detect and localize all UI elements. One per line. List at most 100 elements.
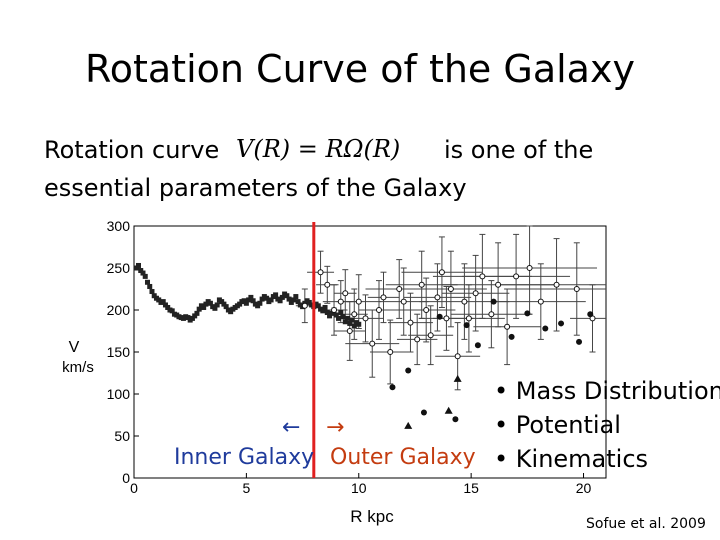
data-point: [246, 297, 252, 303]
data-point: [513, 273, 520, 280]
data-point: [201, 304, 207, 310]
data-point: [340, 314, 346, 320]
bullet-list: • Mass Distribution • Potential • Kinema…: [494, 374, 720, 476]
arrow-left-icon: ←: [282, 415, 301, 440]
data-point: [447, 286, 454, 292]
data-point: [279, 294, 285, 300]
inner-galaxy-label: Inner Galaxy: [174, 445, 315, 470]
data-point: [149, 289, 155, 295]
y-tick-label: 0: [122, 470, 130, 486]
data-point: [434, 294, 441, 301]
data-point: [380, 294, 387, 301]
data-point: [162, 302, 168, 308]
data-point: [228, 309, 234, 315]
data-point: [526, 265, 533, 271]
data-point: [135, 262, 141, 268]
data-point: [404, 421, 413, 429]
data-point: [223, 304, 229, 310]
data-point: [259, 296, 265, 302]
data-point: [474, 342, 481, 349]
data-point: [293, 294, 299, 300]
data-point: [241, 298, 247, 304]
data-point: [203, 301, 209, 307]
data-point: [144, 279, 150, 285]
x-tick-label: 15: [463, 480, 479, 496]
data-point: [324, 310, 330, 316]
data-point: [264, 295, 270, 301]
data-point: [315, 303, 321, 309]
data-point: [250, 298, 256, 304]
data-point: [147, 283, 153, 289]
data-point: [214, 302, 220, 308]
intro-text: Rotation curve: [44, 136, 220, 164]
data-point: [320, 308, 326, 314]
data-point: [453, 374, 462, 382]
data-point: [322, 304, 328, 310]
data-point: [288, 299, 294, 305]
intro-text-continued: is one of the: [444, 136, 594, 164]
data-point: [479, 273, 486, 280]
data-point: [490, 298, 497, 305]
data-point: [349, 317, 355, 323]
data-point: [438, 269, 445, 276]
data-point: [375, 307, 382, 313]
data-point: [284, 293, 290, 299]
data-point: [342, 319, 348, 325]
outer-galaxy-label: Outer Galaxy: [330, 445, 476, 470]
citation: Sofue et al. 2009: [586, 516, 706, 532]
data-point: [504, 323, 511, 330]
errorbar-series: [295, 225, 606, 391]
slide-title: Rotation Curve of the Galaxy: [85, 47, 635, 91]
data-point: [396, 286, 403, 292]
data-point: [286, 296, 292, 302]
data-point: [587, 311, 594, 318]
x-tick-label: 0: [130, 480, 138, 496]
data-point: [405, 367, 412, 374]
data-point: [194, 310, 200, 316]
bullet-mass-distribution: • Mass Distribution: [494, 377, 720, 405]
data-point: [418, 281, 425, 288]
data-point: [255, 303, 261, 309]
data-point: [351, 311, 358, 318]
data-point: [291, 297, 297, 303]
data-point: [151, 293, 157, 299]
data-point: [219, 299, 225, 305]
data-point: [387, 349, 394, 355]
data-point: [463, 322, 470, 329]
data-point: [333, 312, 339, 318]
data-point: [212, 305, 218, 311]
data-point: [420, 409, 427, 416]
data-point: [338, 310, 344, 316]
data-point: [306, 299, 312, 305]
data-point: [558, 320, 565, 327]
data-point: [196, 306, 202, 312]
data-point: [495, 281, 502, 288]
data-point: [185, 315, 191, 321]
y-tick-label: 150: [107, 344, 131, 360]
y-tick-label: 50: [114, 428, 130, 444]
data-point: [140, 270, 146, 276]
data-point: [160, 299, 166, 305]
data-point: [156, 297, 162, 303]
data-point: [257, 300, 263, 306]
data-point: [356, 321, 362, 327]
data-point: [133, 265, 139, 271]
arrow-right-icon: →: [326, 415, 345, 440]
data-point: [273, 292, 279, 298]
data-point: [346, 328, 353, 334]
data-point: [537, 298, 544, 305]
data-point: [317, 269, 324, 276]
data-point: [407, 319, 414, 326]
data-point: [327, 313, 333, 319]
x-tick-label: 5: [242, 480, 250, 496]
x-tick-label: 20: [576, 480, 592, 496]
data-point: [454, 353, 461, 360]
data-point: [542, 325, 549, 332]
data-point: [301, 302, 308, 309]
data-point: [436, 313, 443, 320]
data-point: [427, 332, 434, 339]
data-point: [277, 298, 283, 304]
data-point: [192, 313, 198, 319]
data-point: [237, 301, 243, 307]
data-point: [524, 310, 531, 317]
